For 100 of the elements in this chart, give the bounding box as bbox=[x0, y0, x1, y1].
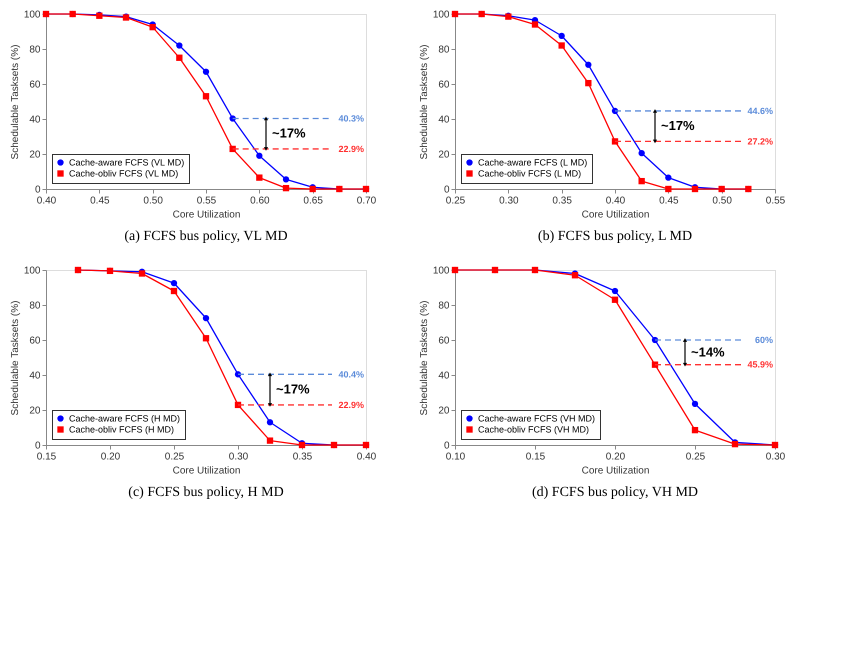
ref-line-label: 22.9% bbox=[338, 400, 364, 410]
point bbox=[558, 32, 565, 40]
legend-label: Cache-obliv FCFS (VL MD) bbox=[69, 168, 178, 178]
legend-label: Cache-aware FCFS (L MD) bbox=[478, 158, 588, 168]
ref-line-label: 40.4% bbox=[338, 369, 364, 380]
y-tick-label: 100 bbox=[24, 266, 41, 276]
point bbox=[692, 400, 698, 408]
x-tick-label: 0.40 bbox=[606, 196, 626, 206]
legend-label: Cache-obliv FCFS (H MD) bbox=[69, 424, 174, 434]
x-tick-label: 0.70 bbox=[356, 196, 377, 206]
y-tick-label: 60 bbox=[29, 336, 41, 346]
x-tick-label: 0.35 bbox=[292, 452, 313, 462]
x-tick-label: 0.45 bbox=[90, 196, 110, 206]
point bbox=[150, 24, 156, 30]
x-tick-label: 0.55 bbox=[196, 196, 217, 206]
y-tick-label: 40 bbox=[29, 114, 41, 126]
annotation: ~17% bbox=[276, 382, 310, 397]
x-tick-label: 0.50 bbox=[143, 196, 164, 206]
y-tick-label: 40 bbox=[29, 370, 41, 382]
x-tick-label: 0.30 bbox=[766, 452, 786, 462]
y-tick-label: 100 bbox=[24, 10, 41, 20]
legend-label: Cache-obliv FCFS (L MD) bbox=[478, 168, 582, 178]
annotation: ~14% bbox=[691, 344, 726, 360]
x-tick-label: 0.20 bbox=[606, 452, 626, 462]
point bbox=[282, 184, 290, 192]
y-tick-label: 60 bbox=[438, 336, 450, 346]
y-axis-title: Schedulable Tasksets (%) bbox=[10, 300, 21, 416]
y-tick-label: 20 bbox=[438, 150, 450, 160]
point bbox=[665, 186, 672, 192]
y-tick-label: 0 bbox=[34, 184, 41, 196]
legend-label: Cache-obliv FCFS (VH MD) bbox=[478, 424, 590, 434]
ref-line-label: 27.2% bbox=[747, 136, 773, 146]
point bbox=[638, 178, 645, 184]
y-axis-title: Schedulable Tasksets (%) bbox=[418, 44, 430, 160]
point bbox=[256, 174, 262, 181]
y-tick-label: 0 bbox=[444, 184, 450, 196]
x-tick-label: 0.25 bbox=[164, 452, 185, 462]
x-axis-title: Core Utilization bbox=[582, 466, 650, 476]
x-axis-title: Core Utilization bbox=[172, 466, 240, 476]
point bbox=[256, 152, 262, 159]
y-tick-label: 20 bbox=[438, 406, 450, 416]
point bbox=[638, 150, 645, 156]
ref-line-label: 45.9% bbox=[747, 360, 773, 370]
point bbox=[266, 419, 274, 426]
point bbox=[202, 68, 210, 75]
point bbox=[612, 288, 618, 294]
y-tick-label: 80 bbox=[438, 44, 450, 56]
y-tick-label: 80 bbox=[29, 300, 41, 312]
text: (d) FCFS bus policy, VH MD bbox=[532, 485, 698, 500]
y-tick-label: 20 bbox=[29, 150, 41, 160]
y-axis-title: Schedulable Tasksets (%) bbox=[418, 300, 430, 416]
x-tick-label: 0.30 bbox=[228, 452, 249, 462]
annotation: ~17% bbox=[272, 126, 306, 141]
x-tick-label: 0.15 bbox=[36, 452, 57, 462]
x-tick-label: 0.40 bbox=[36, 196, 57, 206]
point bbox=[176, 54, 182, 61]
x-tick-label: 0.20 bbox=[100, 452, 121, 462]
x-tick-label: 0.25 bbox=[686, 452, 706, 462]
legend-label: Cache-aware FCFS (VH MD) bbox=[478, 414, 596, 424]
point bbox=[532, 21, 538, 28]
x-tick-label: 0.10 bbox=[446, 452, 466, 462]
x-tick-label: 0.30 bbox=[499, 196, 519, 206]
y-axis-title: Schedulable Tasksets (%) bbox=[10, 44, 21, 160]
x-axis-title: Core Utilization bbox=[582, 210, 650, 220]
ref-line-label: 44.6% bbox=[747, 106, 773, 116]
legend-label: Cache-aware FCFS (VL MD) bbox=[69, 158, 184, 168]
y-tick-label: 80 bbox=[29, 44, 41, 56]
y-tick-label: 0 bbox=[444, 440, 450, 452]
y-tick-label: 0 bbox=[34, 440, 41, 452]
x-tick-label: 0.25 bbox=[446, 196, 466, 206]
point bbox=[202, 314, 210, 322]
x-tick-label: 0.50 bbox=[712, 196, 732, 206]
point bbox=[170, 280, 178, 286]
point bbox=[558, 42, 565, 49]
x-tick-label: 0.15 bbox=[526, 452, 546, 462]
point bbox=[585, 62, 592, 68]
y-tick-label: 20 bbox=[29, 406, 41, 416]
y-tick-label: 100 bbox=[432, 10, 450, 20]
x-tick-label: 0.40 bbox=[356, 452, 377, 462]
y-tick-label: 40 bbox=[438, 114, 450, 126]
point bbox=[266, 437, 274, 444]
x-tick-label: 0.60 bbox=[250, 196, 270, 206]
x-axis-title: Core Utilization bbox=[172, 210, 240, 220]
x-tick-label: 0.45 bbox=[659, 196, 679, 206]
y-tick-label: 80 bbox=[438, 300, 450, 312]
point bbox=[585, 80, 592, 86]
x-tick-label: 0.65 bbox=[303, 196, 324, 206]
x-tick-label: 0.55 bbox=[766, 196, 786, 206]
ref-line-label: 60% bbox=[754, 335, 773, 345]
y-tick-label: 60 bbox=[29, 80, 41, 90]
legend-label: Cache-aware FCFS (H MD) bbox=[69, 414, 180, 424]
y-tick-label: 40 bbox=[438, 370, 450, 382]
text: (c) FCFS bus policy, H MD bbox=[128, 485, 284, 500]
annotation: ~17% bbox=[661, 118, 696, 134]
point bbox=[202, 93, 210, 100]
ref-line-label: 40.3% bbox=[338, 113, 364, 124]
point bbox=[692, 426, 698, 434]
point bbox=[202, 335, 210, 342]
point bbox=[665, 174, 672, 181]
y-tick-label: 60 bbox=[438, 80, 450, 90]
